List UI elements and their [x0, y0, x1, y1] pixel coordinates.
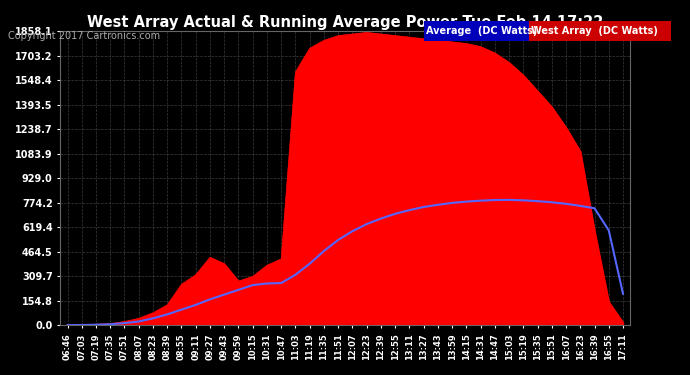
Title: West Array Actual & Running Average Power Tue Feb 14 17:22: West Array Actual & Running Average Powe… [87, 15, 604, 30]
Text: Average  (DC Watts): Average (DC Watts) [426, 26, 538, 36]
Text: Copyright 2017 Cartronics.com: Copyright 2017 Cartronics.com [8, 32, 160, 41]
Text: West Array  (DC Watts): West Array (DC Watts) [531, 26, 658, 36]
